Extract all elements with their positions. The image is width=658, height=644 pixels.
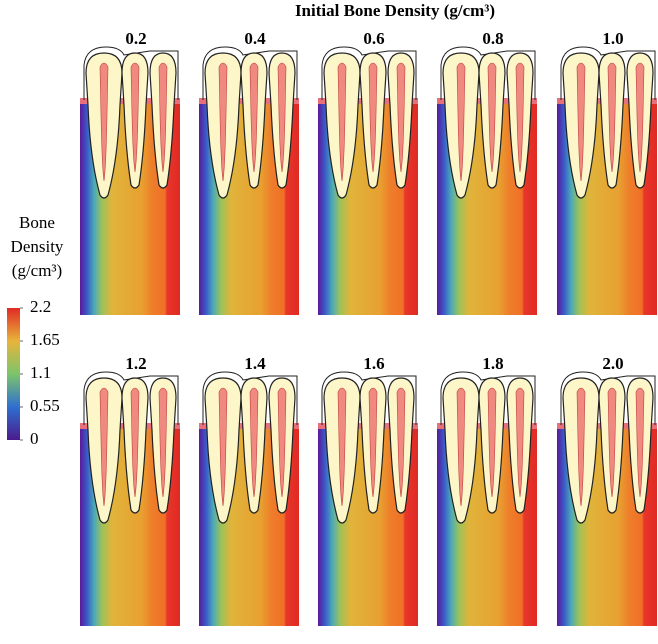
pulp xyxy=(576,387,586,507)
pulp xyxy=(515,62,525,173)
panel-label: 0.6 xyxy=(363,29,384,48)
soft-tissue-outline xyxy=(440,46,536,100)
pulp xyxy=(158,62,168,173)
soft-tissue-outline xyxy=(321,371,417,425)
panel xyxy=(437,46,537,315)
panel xyxy=(80,46,180,315)
panels xyxy=(80,46,657,626)
pulp xyxy=(337,62,347,182)
pulp xyxy=(99,387,109,507)
colorbar-label: Bone xyxy=(19,213,55,232)
pulp xyxy=(130,387,140,498)
pulp xyxy=(158,387,168,498)
panel-label: 2.0 xyxy=(602,354,623,373)
pulp xyxy=(515,387,525,498)
pulp xyxy=(456,387,466,507)
figure-title: Initial Bone Density (g/cm³) xyxy=(295,1,495,20)
pulp xyxy=(487,387,497,498)
pulp xyxy=(218,62,228,182)
colorbar: Bone Density (g/cm³) 0 0.55 1.1 1.65 2.2 xyxy=(7,213,64,448)
soft-tissue-outline xyxy=(560,371,656,425)
panel xyxy=(318,46,418,315)
panel xyxy=(80,371,180,626)
colorbar-label: Density xyxy=(11,237,64,256)
pulp xyxy=(576,62,586,182)
colorbar-tick-label: 0 xyxy=(30,429,39,448)
soft-tissue-outline xyxy=(202,371,298,425)
pulp xyxy=(337,387,347,507)
pulp xyxy=(396,387,406,498)
panel-label: 0.4 xyxy=(244,29,266,48)
pulp xyxy=(456,62,466,182)
panel-label: 0.8 xyxy=(482,29,503,48)
panel xyxy=(557,46,657,315)
colorbar-tick-label: 1.65 xyxy=(30,330,60,349)
pulp xyxy=(130,62,140,173)
pulp xyxy=(396,62,406,173)
colorbar-tick-label: 0.55 xyxy=(30,396,60,415)
pulp xyxy=(249,62,259,173)
panel-label: 1.2 xyxy=(125,354,146,373)
pulp xyxy=(368,62,378,173)
pulp xyxy=(607,62,617,173)
soft-tissue-outline xyxy=(321,46,417,100)
colorbar-gradient xyxy=(7,308,20,440)
pulp xyxy=(218,387,228,507)
colorbar-tick-label: 2.2 xyxy=(30,297,51,316)
pulp xyxy=(635,387,645,498)
soft-tissue-outline xyxy=(560,46,656,100)
pulp xyxy=(487,62,497,173)
pulp xyxy=(607,387,617,498)
panel xyxy=(557,371,657,626)
pulp xyxy=(99,62,109,182)
soft-tissue-outline xyxy=(440,371,536,425)
panel xyxy=(199,46,299,315)
panel xyxy=(199,371,299,626)
panel-label: 1.8 xyxy=(482,354,503,373)
pulp xyxy=(368,387,378,498)
panel-label: 0.2 xyxy=(125,29,146,48)
pulp xyxy=(277,387,287,498)
pulp xyxy=(635,62,645,173)
panel xyxy=(318,371,418,626)
panel-label: 1.0 xyxy=(602,29,623,48)
pulp xyxy=(277,62,287,173)
soft-tissue-outline xyxy=(202,46,298,100)
pulp xyxy=(249,387,259,498)
panel-label: 1.4 xyxy=(244,354,266,373)
colorbar-tick-label: 1.1 xyxy=(30,363,51,382)
panel-label: 1.6 xyxy=(363,354,384,373)
soft-tissue-outline xyxy=(83,46,179,100)
soft-tissue-outline xyxy=(83,371,179,425)
panel xyxy=(437,371,537,626)
colorbar-label: (g/cm³) xyxy=(12,261,62,280)
